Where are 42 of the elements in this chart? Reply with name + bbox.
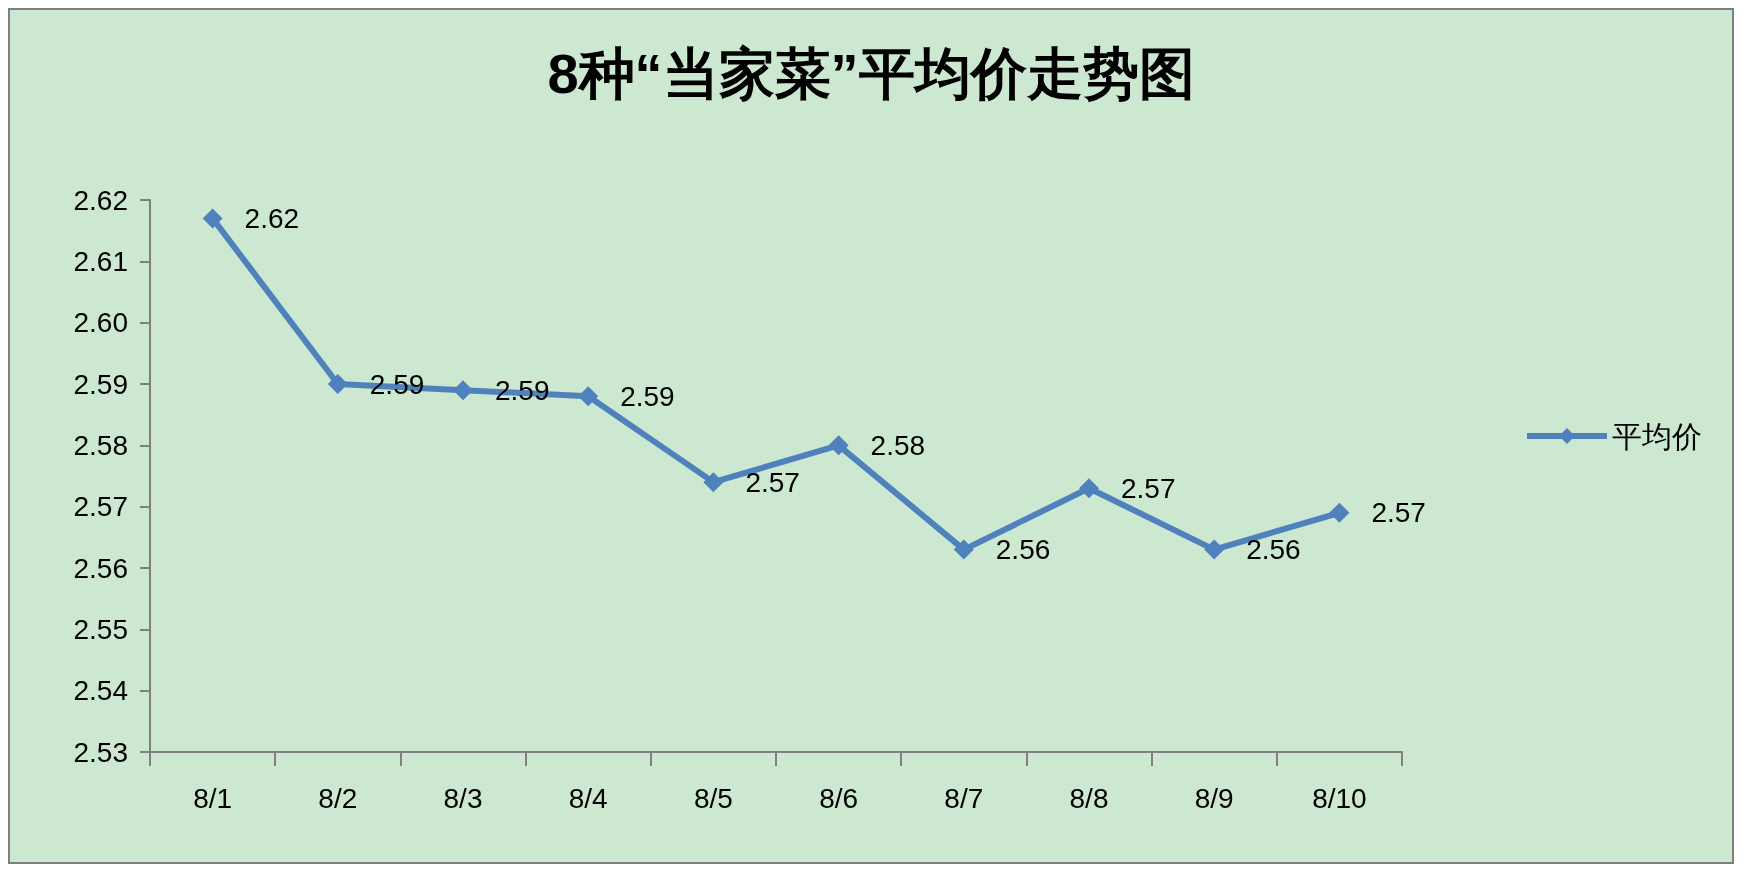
x-tick-label: 8/10 <box>1312 782 1367 814</box>
data-label: 2.57 <box>1371 497 1426 529</box>
x-tick-label: 8/6 <box>819 782 859 814</box>
x-tick-label: 8/1 <box>193 782 233 814</box>
y-tick-label: 2.57 <box>73 491 128 523</box>
point <box>202 208 223 229</box>
x-tick-label: 8/3 <box>443 782 483 814</box>
point <box>703 472 724 493</box>
point <box>453 380 473 401</box>
point <box>953 539 974 560</box>
data-label: 2.59 <box>620 380 675 412</box>
point <box>1204 539 1225 560</box>
y-tick-label: 2.53 <box>73 736 128 768</box>
y-tick-label: 2.60 <box>73 307 128 339</box>
point <box>828 435 849 456</box>
y-tick-label: 2.55 <box>73 613 128 645</box>
x-tick-label: 8/9 <box>1194 782 1234 814</box>
y-tick-label: 2.62 <box>73 184 128 216</box>
x-tick-label: 8/8 <box>1069 782 1109 814</box>
data-label: 2.57 <box>1121 472 1176 504</box>
y-tick-label: 2.56 <box>73 552 128 584</box>
chart-title: 8种“当家菜”平均价走势图 <box>547 41 1195 105</box>
y-tick-label: 2.58 <box>73 429 128 461</box>
x-tick-label: 8/4 <box>568 782 608 814</box>
y-tick-label: 2.61 <box>73 245 128 277</box>
data-label: 2.58 <box>870 429 926 461</box>
y-tick-label: 2.59 <box>73 368 128 400</box>
data-label: 2.59 <box>495 374 550 406</box>
data-label: 2.62 <box>244 202 300 234</box>
point <box>1079 478 1099 499</box>
x-tick-label: 8/2 <box>318 782 358 814</box>
x-tick-label: 8/5 <box>693 782 733 814</box>
legend-label: 平均价 <box>1612 419 1702 453</box>
data-label: 2.59 <box>369 368 425 400</box>
data-label: 2.56 <box>995 534 1051 566</box>
data-label: 2.57 <box>745 466 800 498</box>
data-label: 2.56 <box>1246 534 1301 566</box>
x-tick-label: 8/7 <box>944 782 984 814</box>
point <box>578 386 599 407</box>
point <box>327 374 348 394</box>
y-tick-label: 2.54 <box>73 675 128 707</box>
point <box>1329 502 1350 523</box>
